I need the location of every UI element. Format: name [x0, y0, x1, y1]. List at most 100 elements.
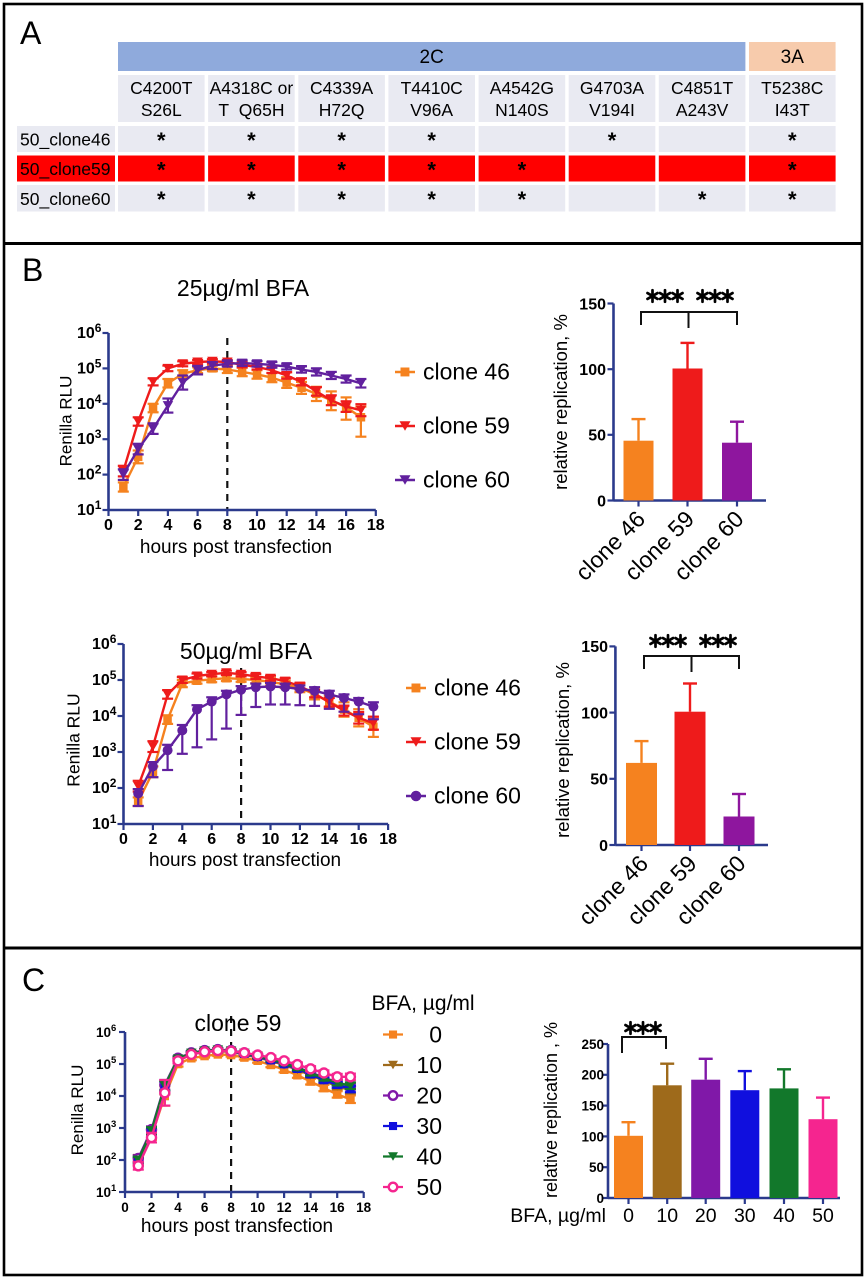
svg-text:50: 50: [812, 1205, 834, 1227]
svg-text:30: 30: [416, 1113, 442, 1139]
svg-text:105: 105: [96, 1055, 117, 1072]
svg-text:Renilla RLU: Renilla RLU: [68, 1065, 87, 1156]
svg-text:50_clone46: 50_clone46: [20, 130, 111, 151]
svg-text:*: *: [427, 128, 436, 153]
svg-text:C4851T: C4851T: [671, 78, 734, 98]
svg-text:18: 18: [367, 517, 385, 534]
svg-text:10: 10: [416, 1052, 442, 1078]
svg-text:150: 150: [581, 639, 608, 656]
svg-text:C4200T: C4200T: [130, 78, 193, 98]
svg-text:2: 2: [148, 1200, 156, 1215]
svg-text:*: *: [247, 187, 256, 212]
svg-text:N140S: N140S: [495, 100, 549, 120]
svg-text:*: *: [157, 128, 166, 153]
svg-text:V96A: V96A: [410, 100, 453, 120]
svg-text:105: 105: [77, 356, 102, 377]
svg-text:*: *: [698, 187, 707, 212]
svg-text:100: 100: [581, 705, 608, 722]
svg-text:6: 6: [207, 831, 216, 848]
svg-text:*: *: [427, 187, 436, 212]
svg-text:clone 59: clone 59: [195, 1010, 282, 1036]
svg-text:I43T: I43T: [775, 100, 810, 120]
svg-text:clone 46: clone 46: [434, 675, 521, 701]
svg-text:0: 0: [623, 1205, 634, 1227]
svg-text:8: 8: [237, 831, 246, 848]
svg-text:50µg/ml BFA: 50µg/ml BFA: [180, 638, 313, 664]
svg-text:relative replication , %: relative replication , %: [541, 1022, 561, 1198]
svg-text:clone 59: clone 59: [434, 729, 521, 755]
svg-text:clone 60: clone 60: [423, 467, 510, 493]
svg-text:A243V: A243V: [676, 100, 729, 120]
svg-text:*: *: [247, 158, 256, 183]
svg-text:BFA, µg/ml: BFA, µg/ml: [371, 992, 474, 1015]
svg-text:12: 12: [291, 831, 309, 848]
svg-text:20: 20: [416, 1083, 442, 1109]
svg-text:Renilla RLU: Renilla RLU: [64, 693, 84, 786]
svg-text:18: 18: [356, 1200, 372, 1215]
svg-text:50: 50: [588, 428, 606, 445]
svg-text:101: 101: [92, 812, 117, 833]
svg-text:150: 150: [581, 1099, 604, 1114]
svg-text:*: *: [427, 158, 436, 183]
svg-text:16: 16: [330, 1200, 346, 1215]
svg-text:10: 10: [262, 831, 280, 848]
svg-text:20: 20: [695, 1205, 717, 1227]
svg-text:T5238C: T5238C: [761, 78, 823, 98]
svg-text:H72Q: H72Q: [319, 100, 365, 120]
svg-text:V194I: V194I: [589, 100, 635, 120]
svg-text:104: 104: [96, 1087, 117, 1104]
svg-text:*: *: [337, 158, 346, 183]
svg-text:104: 104: [77, 392, 102, 413]
svg-text:50_clone59: 50_clone59: [20, 159, 111, 180]
svg-text:4: 4: [163, 517, 172, 534]
svg-text:*: *: [788, 158, 797, 183]
svg-text:12: 12: [278, 517, 296, 534]
svg-text:250: 250: [581, 1037, 604, 1052]
svg-text:100: 100: [581, 1129, 604, 1144]
svg-text:T Q65H: T Q65H: [218, 100, 284, 120]
svg-text:2: 2: [134, 517, 143, 534]
svg-text:50: 50: [590, 772, 608, 789]
svg-text:0: 0: [599, 838, 608, 855]
svg-text:4: 4: [174, 1200, 182, 1215]
svg-text:hours post transfection: hours post transfection: [149, 850, 341, 871]
svg-text:3A: 3A: [781, 47, 805, 68]
svg-text:40: 40: [773, 1205, 795, 1227]
svg-text:0: 0: [429, 1022, 442, 1048]
svg-text:101: 101: [96, 1183, 117, 1200]
svg-text:103: 103: [77, 427, 102, 448]
svg-text:102: 102: [92, 776, 117, 797]
svg-text:6: 6: [193, 517, 202, 534]
svg-text:*: *: [157, 158, 166, 183]
svg-text:50: 50: [589, 1160, 604, 1175]
svg-text:*: *: [337, 128, 346, 153]
svg-text:6: 6: [201, 1200, 209, 1215]
svg-text:A4318C or: A4318C or: [210, 78, 294, 98]
svg-text:0: 0: [121, 1200, 129, 1215]
svg-text:102: 102: [77, 463, 102, 484]
svg-text:12: 12: [277, 1200, 292, 1215]
svg-text:hours post transfection: hours post transfection: [140, 537, 332, 558]
svg-text:30: 30: [734, 1205, 756, 1227]
svg-text:clone 59: clone 59: [423, 413, 510, 439]
svg-text:*: *: [788, 187, 797, 212]
svg-text:hours post transfection: hours post transfection: [141, 1216, 333, 1237]
svg-text:clone 46: clone 46: [423, 359, 510, 385]
svg-text:relative replication, %: relative replication, %: [552, 662, 573, 838]
svg-text:T4410C: T4410C: [401, 78, 463, 98]
svg-text:*: *: [247, 128, 256, 153]
svg-text:150: 150: [579, 296, 606, 313]
svg-text:clone 60: clone 60: [434, 783, 521, 809]
svg-text:A: A: [20, 15, 42, 51]
svg-text:BFA, µg/ml: BFA, µg/ml: [510, 1205, 606, 1227]
svg-text:2: 2: [148, 831, 157, 848]
svg-text:16: 16: [337, 517, 355, 534]
svg-text:B: B: [22, 252, 43, 288]
svg-text:25µg/ml BFA: 25µg/ml BFA: [177, 275, 310, 301]
svg-text:0: 0: [104, 517, 113, 534]
svg-text:*: *: [788, 128, 797, 153]
svg-text:G4703A: G4703A: [580, 78, 645, 98]
svg-text:8: 8: [227, 1200, 235, 1215]
svg-text:8: 8: [223, 517, 232, 534]
svg-text:106: 106: [92, 632, 117, 653]
